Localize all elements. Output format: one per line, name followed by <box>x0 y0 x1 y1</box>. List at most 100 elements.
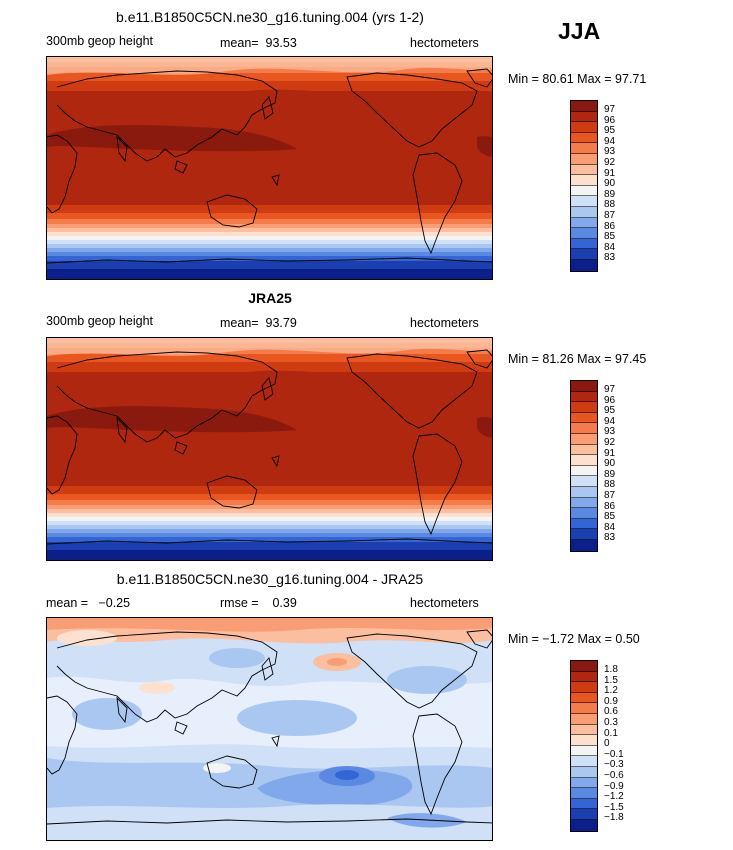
colorbar-labels: 97 96 95 94 93 92 91 90 89 88 87 86 85 84 83 <box>604 104 616 264</box>
colorbar-label: 89 <box>604 468 616 480</box>
colorbar-swatch <box>571 228 597 239</box>
colorbar-swatch <box>571 497 597 509</box>
max-value: 97.45 <box>615 352 647 366</box>
colorbar-labels: 97 96 95 94 93 92 91 90 89 88 87 86 85 84 83 <box>604 384 616 544</box>
mean-label: mean= 93.79 <box>220 316 297 330</box>
colorbar-swatch <box>571 217 597 229</box>
colorbar-swatches <box>570 660 598 832</box>
colorbar-swatch <box>571 381 597 392</box>
colorbar-label: −1.2 <box>604 791 624 803</box>
colorbar-swatch <box>571 238 597 250</box>
colorbar-label: 92 <box>604 436 616 448</box>
variable-label: 300mb geop height <box>46 314 154 328</box>
colorbar-swatch <box>571 175 597 186</box>
colorbar-swatch <box>571 682 597 693</box>
colorbar-swatch <box>571 671 597 683</box>
colorbar-swatch <box>571 111 597 123</box>
colorbar-swatch <box>571 819 597 831</box>
map-svg <box>47 338 492 560</box>
colorbar-labels: 1.8 1.5 1.2 0.9 0.6 0.3 0.1 0 −0.1 −0.3 −0.6 −0.9 −1… <box>604 664 624 824</box>
colorbar-label: 83 <box>604 532 616 544</box>
colorbar-label: 86 <box>604 220 616 232</box>
colorbar-swatch <box>571 412 597 424</box>
colorbar-swatch <box>571 809 597 820</box>
colorbar-label: 0.9 <box>604 695 618 707</box>
colorbar-label: 87 <box>604 489 616 501</box>
colorbar-label: 83 <box>604 252 616 264</box>
colorbar-swatch <box>571 539 597 551</box>
colorbar-swatch <box>571 703 597 714</box>
panel-title: b.e11.B1850C5CN.ne30_g16.tuning.004 (yrs… <box>116 9 424 25</box>
colorbar-swatch <box>571 777 597 789</box>
colorbar-swatch <box>571 132 597 144</box>
colorbar-swatch <box>571 122 597 133</box>
season-label: JJA <box>558 18 601 44</box>
colorbar-swatch <box>571 433 597 445</box>
colorbar-swatch <box>571 391 597 403</box>
colorbar-swatch <box>571 249 597 260</box>
max-value: 0.50 <box>615 632 640 646</box>
colorbar-swatch <box>571 788 597 799</box>
max-label: Max = <box>577 632 612 646</box>
max-label: Max = <box>577 352 612 366</box>
colorbar-label: 84 <box>604 521 616 533</box>
colorbar-label: 85 <box>604 511 616 523</box>
colorbar-label: −0.6 <box>604 769 624 781</box>
colorbar-swatch <box>571 518 597 530</box>
colorbar-label: 86 <box>604 500 616 512</box>
colorbar-label: 97 <box>604 104 616 115</box>
min-max-label: Min = −1.72 Max = 0.50 <box>508 632 640 646</box>
colorbar-label: −1.5 <box>604 801 624 813</box>
colorbar-label: 90 <box>604 458 616 470</box>
colorbar-label: 95 <box>604 405 616 417</box>
colorbar-label: 84 <box>604 241 616 253</box>
colorbar-swatch <box>571 444 597 456</box>
colorbar-swatch <box>571 745 597 757</box>
units-label: hectometers <box>410 316 479 330</box>
colorbar-swatch <box>571 259 597 271</box>
rmse-label: rmse = 0.39 <box>220 596 297 610</box>
colorbar-label: 94 <box>604 135 616 147</box>
mean-label: mean = −0.25 <box>46 596 131 610</box>
units-label: hectometers <box>410 36 479 50</box>
colorbar-swatch <box>571 153 597 165</box>
colorbar-label: 92 <box>604 156 616 168</box>
colorbar-label: 95 <box>604 125 616 137</box>
min-label: Min = <box>508 352 539 366</box>
min-value: 80.61 <box>542 72 574 86</box>
colorbar-swatch <box>571 724 597 736</box>
colorbar-label: 1.5 <box>604 674 618 686</box>
colorbar-label: 89 <box>604 188 616 200</box>
colorbar-label: 93 <box>604 146 616 158</box>
colorbar-label: 1.2 <box>604 685 618 697</box>
min-label: Min = <box>508 72 539 86</box>
panel-title: b.e11.B1850C5CN.ne30_g16.tuning.004 - JR… <box>116 571 424 587</box>
colorbar-label: −0.3 <box>604 759 624 771</box>
colorbar-swatch <box>571 101 597 112</box>
min-max-label: Min = 81.26 Max = 97.45 <box>508 352 646 366</box>
colorbar-label: −0.1 <box>604 748 624 760</box>
colorbar-swatch <box>571 164 597 176</box>
colorbar: 97 96 95 94 93 92 91 90 89 88 87 86 85 84 83 <box>570 380 615 552</box>
units-label: hectometers <box>410 596 479 610</box>
colorbar-label: 0 <box>604 738 610 750</box>
colorbar-label: 91 <box>604 447 616 459</box>
colorbar-label: 87 <box>604 209 616 221</box>
colorbar-swatch <box>571 486 597 498</box>
colorbar-swatch <box>571 476 597 487</box>
colorbar-swatch <box>571 661 597 672</box>
colorbar-label: 85 <box>604 231 616 243</box>
colorbar-swatch <box>571 143 597 154</box>
colorbar-swatch <box>571 798 597 810</box>
contour-map <box>46 56 493 280</box>
min-label: Min = <box>508 632 539 646</box>
colorbar-swatch <box>571 206 597 218</box>
colorbar-label: 97 <box>604 384 616 395</box>
colorbar-label: 93 <box>604 426 616 438</box>
max-label: Max = <box>577 72 612 86</box>
min-value: −1.72 <box>542 632 575 646</box>
colorbar-label: 88 <box>604 479 616 491</box>
colorbar-label: 94 <box>604 415 616 427</box>
colorbar-label: 96 <box>604 114 616 126</box>
min-max-label: Min = 80.61 Max = 97.71 <box>508 72 646 86</box>
